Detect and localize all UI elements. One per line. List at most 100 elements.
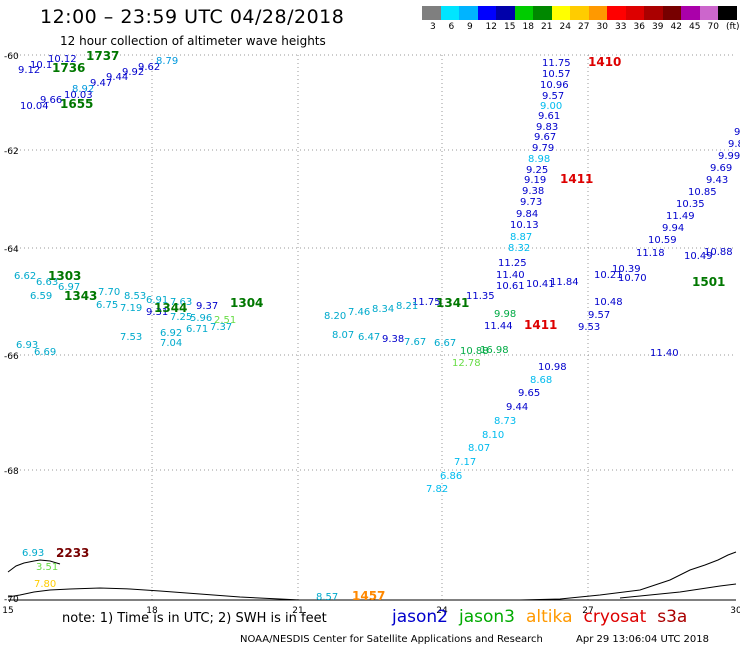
wave-height-value: 9.00 bbox=[540, 101, 562, 112]
wave-height-value: 9.12 bbox=[18, 65, 40, 76]
wave-height-value: 8.20 bbox=[324, 311, 346, 322]
wave-height-value: 6.47 bbox=[358, 332, 380, 343]
antarctic-coastline bbox=[7, 551, 737, 601]
latitude-label: -62 bbox=[4, 147, 19, 157]
wave-height-value: 10.57 bbox=[542, 69, 571, 80]
longitude-label: 24 bbox=[436, 606, 448, 616]
colorbar-swatch bbox=[496, 6, 515, 20]
wave-height-value: 10.04 bbox=[20, 101, 49, 112]
colorbar-label: (ft) bbox=[726, 22, 740, 32]
colorbar-label: 15 bbox=[504, 22, 516, 32]
wave-height-value: 9.99 bbox=[718, 151, 740, 162]
wave-height-value: 10.39 bbox=[612, 264, 641, 275]
colorbar-label: 30 bbox=[596, 22, 608, 32]
colorbar-swatch bbox=[662, 6, 681, 20]
coastline-path bbox=[619, 583, 737, 599]
credit-text: NOAA/NESDIS Center for Satellite Applica… bbox=[240, 634, 543, 645]
wave-height-value: 9. bbox=[734, 127, 740, 138]
pass-time-label: 1501 bbox=[692, 275, 725, 289]
wave-height-value: 8.79 bbox=[156, 56, 178, 67]
colorbar-swatch bbox=[625, 6, 644, 20]
wave-height-value: 10.85 bbox=[688, 187, 717, 198]
longitude-label: 27 bbox=[582, 606, 593, 616]
longitude-label: 15 bbox=[2, 606, 13, 616]
wave-height-value: 8.21 bbox=[396, 301, 418, 312]
wave-height-value: 9.38 bbox=[522, 186, 544, 197]
generated-timestamp: Apr 29 13:06:04 UTC 2018 bbox=[576, 634, 709, 645]
wave-height-value: 11.75 bbox=[542, 58, 571, 69]
wave-height-value: 10.70 bbox=[618, 273, 647, 284]
colorbar-label: 21 bbox=[541, 22, 553, 32]
wave-height-value: 6.71 bbox=[186, 324, 208, 335]
wave-height-value: 9.69 bbox=[710, 163, 732, 174]
pass-time-label: 1341 bbox=[436, 296, 469, 310]
colorbar-label: 18 bbox=[522, 22, 534, 32]
pass-time-label: 1343 bbox=[64, 289, 97, 303]
wave-height-value: 8.07 bbox=[332, 330, 354, 341]
colorbar-label: 39 bbox=[652, 22, 664, 32]
colorbar-label: 42 bbox=[670, 22, 682, 32]
wave-height-value: 8.32 bbox=[508, 243, 530, 254]
wave-height-value: 10.1 bbox=[30, 60, 52, 71]
latitude-label: -66 bbox=[4, 352, 19, 362]
wave-height-value: 10.41 bbox=[526, 279, 555, 290]
wave-height-value: 9.62 bbox=[138, 62, 160, 73]
wave-height-value: 10.12 bbox=[48, 54, 77, 65]
wave-height-value: 10.98 bbox=[538, 362, 567, 373]
wave-height-value: 6.93 bbox=[22, 548, 44, 559]
wave-height-value: 9.37 bbox=[196, 301, 218, 312]
wave-height-value: 6.69 bbox=[34, 347, 56, 358]
wave-height-value: 6.97 bbox=[58, 282, 80, 293]
wave-height-value: 9.65 bbox=[518, 388, 540, 399]
legend-s3a: s3a bbox=[657, 607, 688, 627]
latitude-label: -60 bbox=[4, 52, 19, 62]
colorbar-label: 3 bbox=[430, 22, 436, 32]
legend-altika: altika bbox=[526, 607, 573, 627]
pass-time-label: 1304 bbox=[230, 296, 263, 310]
wave-height-value: 10.59 bbox=[648, 235, 677, 246]
wave-height-value: 6.91 bbox=[146, 295, 168, 306]
wave-height-value: 9.61 bbox=[538, 111, 560, 122]
units-note: note: 1) Time is in UTC; 2) SWH is in fe… bbox=[62, 611, 327, 626]
colorbar-swatch bbox=[551, 6, 570, 20]
wave-height-value: 11.40 bbox=[650, 348, 679, 359]
wave-height-value: 7.70 bbox=[98, 287, 120, 298]
wave-height-value: 6.59 bbox=[30, 291, 52, 302]
wave-height-value: 7.46 bbox=[348, 307, 370, 318]
wave-height-value: 7.53 bbox=[120, 332, 142, 343]
wave-height-value: 10.48 bbox=[594, 297, 623, 308]
colorbar-swatch bbox=[607, 6, 626, 20]
wave-height-value: 9.8 bbox=[728, 139, 740, 150]
wave-height-value: 8.98 bbox=[528, 154, 550, 165]
wave-height-value: 9.43 bbox=[706, 175, 728, 186]
wave-height-value: 9.66 bbox=[40, 95, 62, 106]
wave-height-value: 6.93 bbox=[16, 340, 38, 351]
longitude-label: 18 bbox=[146, 606, 158, 616]
legend-cryosat: cryosat bbox=[583, 607, 647, 627]
colorbar-label: 6 bbox=[448, 22, 455, 32]
wave-height-value: 8.10 bbox=[482, 430, 504, 441]
wave-height-value: 9.57 bbox=[542, 91, 564, 102]
pass-time-label: 1411 bbox=[560, 172, 593, 186]
wave-height-value: 16.98 bbox=[480, 345, 509, 356]
wave-height-value: 11.40 bbox=[496, 270, 525, 281]
wave-height-value: 10.13 bbox=[510, 220, 539, 231]
colorbar-label: 12 bbox=[485, 22, 497, 32]
wave-height-value: 5.96 bbox=[190, 313, 212, 324]
wave-height-value: 9.25 bbox=[526, 165, 548, 176]
latitude-label: -70 bbox=[4, 595, 19, 605]
wave-height-value: 3.51 bbox=[36, 562, 58, 573]
longitude-label: 21 bbox=[292, 606, 303, 616]
wave-height-value: 11.35 bbox=[466, 291, 495, 302]
wave-height-value: 9.38 bbox=[382, 334, 404, 345]
pass-time-label: 1736 bbox=[52, 61, 85, 75]
wave-height-value: 9.79 bbox=[532, 143, 554, 154]
pass-time-label: 1410 bbox=[588, 55, 621, 69]
pass-time-label: 1457 bbox=[352, 589, 385, 603]
wave-height-value: 7.25 bbox=[170, 312, 192, 323]
wave-height-value: 9.31 bbox=[146, 307, 168, 318]
wave-height-value: 9.47 bbox=[90, 78, 112, 89]
wave-height-value: 10.49 bbox=[684, 251, 713, 262]
